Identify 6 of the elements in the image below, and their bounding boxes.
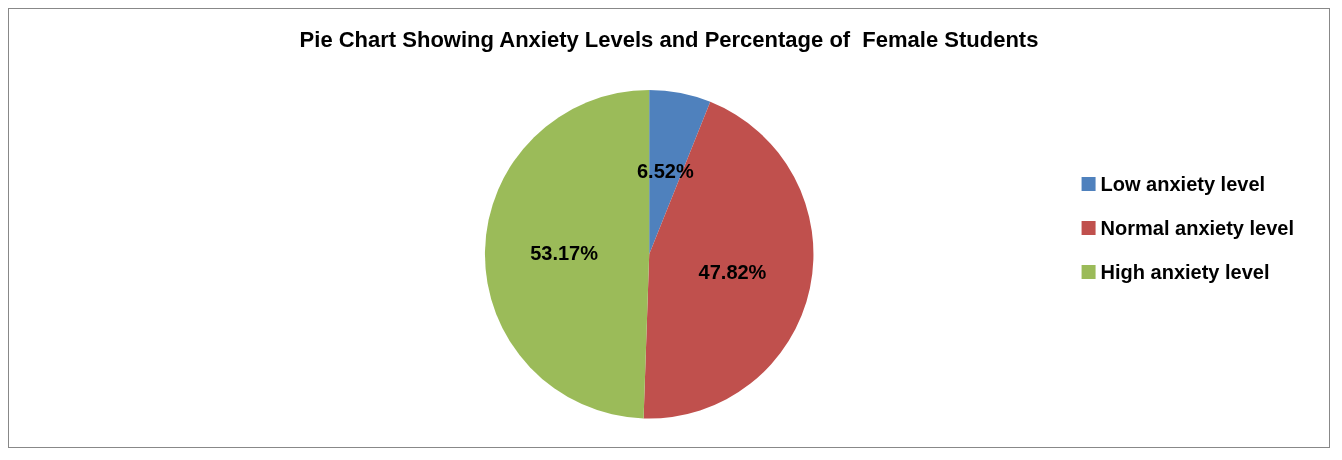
legend-label: Low anxiety level [1100,173,1266,195]
chart-title: Pie Chart Showing Anxiety Levels and Percentage of Female Students [299,26,1039,52]
legend-label: High anxiety level [1100,261,1270,283]
data-label: 47.82% [698,260,767,283]
legend-label: Normal anxiety level [1100,217,1295,239]
data-label: 53.17% [530,241,599,264]
